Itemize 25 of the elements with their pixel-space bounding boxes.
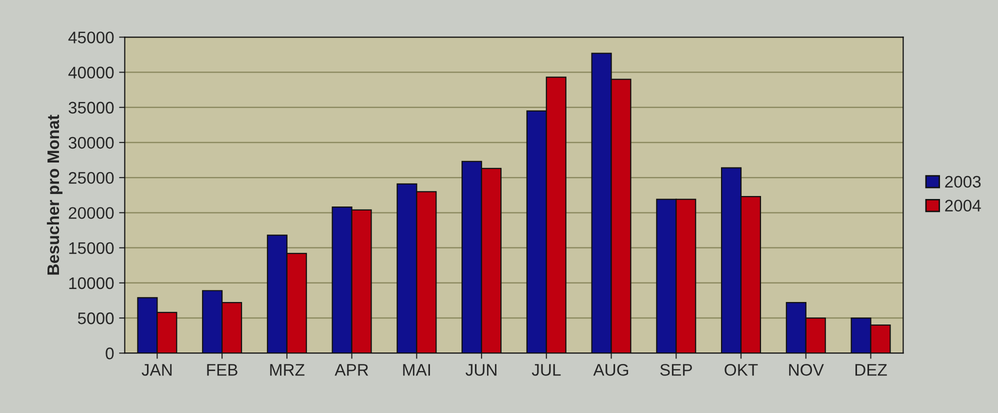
- x-tick-label: DEZ: [855, 364, 887, 376]
- x-tick-label: JUL: [532, 364, 561, 376]
- legend-label: 2004: [945, 200, 981, 212]
- y-tick-label: 25000: [68, 172, 114, 184]
- x-tick-label: APR: [334, 364, 368, 376]
- y-tick-label: 20000: [68, 207, 114, 219]
- legend-label: 2003: [945, 176, 981, 188]
- y-tick-label: 40000: [68, 66, 114, 78]
- y-axis-title: Besucher pro Monat: [46, 114, 62, 275]
- x-tick-label: SEP: [660, 364, 692, 376]
- y-tick-label: 30000: [68, 136, 114, 149]
- y-tick-label: 10000: [69, 277, 114, 290]
- y-tick-label: 15000: [69, 242, 114, 254]
- x-tick-label: MAI: [403, 364, 430, 376]
- y-tick-label: 5000: [78, 312, 114, 324]
- x-tick-label: AUG: [593, 364, 628, 376]
- x-tick-label: NOV: [789, 364, 824, 376]
- x-tick-label: JAN: [142, 364, 172, 376]
- y-tick-label: 35000: [68, 102, 114, 114]
- x-tick-label: OKT: [724, 364, 758, 376]
- y-tick-label: 0: [106, 348, 114, 360]
- y-tick-label: 45000: [68, 32, 114, 44]
- x-tick-label: JUN: [466, 364, 496, 376]
- x-tick-label: FEB: [207, 364, 238, 376]
- x-tick-label: MRZ: [270, 364, 304, 376]
